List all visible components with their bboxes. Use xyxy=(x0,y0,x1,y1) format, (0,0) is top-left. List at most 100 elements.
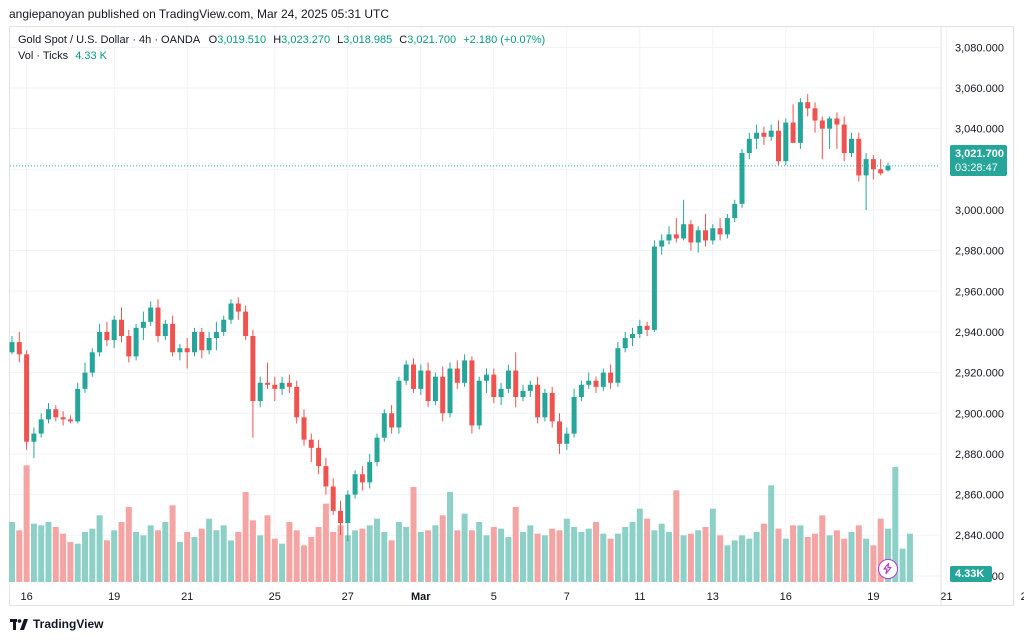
candle-body xyxy=(9,342,15,353)
volume-bar xyxy=(541,535,548,582)
y-tick-label: 2,860.000 xyxy=(955,490,1004,502)
volume-bar xyxy=(505,537,512,582)
volume-bar xyxy=(315,527,322,582)
volume-bar xyxy=(520,532,526,582)
candle-body xyxy=(797,102,803,143)
volume-bar xyxy=(855,525,862,582)
volume-bar xyxy=(790,525,797,582)
volume-bar xyxy=(118,522,125,582)
x-tick-label: 19 xyxy=(867,591,879,603)
candle-body xyxy=(600,372,606,387)
candle-body xyxy=(16,342,22,355)
volume-bar xyxy=(337,525,344,582)
candle-body xyxy=(586,380,592,385)
volume-bar xyxy=(286,522,293,582)
volume-bar xyxy=(257,535,264,582)
volume-bar xyxy=(271,538,278,582)
candle-body xyxy=(279,382,285,389)
candle-body xyxy=(206,338,212,351)
chart-frame[interactable] xyxy=(9,26,1014,606)
volume-bar xyxy=(213,530,220,582)
volume-bar xyxy=(870,545,877,582)
volume-bar xyxy=(235,532,242,582)
candle-body xyxy=(469,360,475,426)
volume-bar xyxy=(600,533,607,582)
candle-body xyxy=(250,336,256,402)
candle-body xyxy=(863,159,869,176)
volume-bar xyxy=(607,538,614,582)
candle-body xyxy=(476,380,482,426)
candle-body xyxy=(703,230,708,241)
candle-body xyxy=(316,447,322,467)
brand-name: TradingView xyxy=(33,617,104,631)
candle-body xyxy=(498,388,504,397)
candle-body xyxy=(688,224,694,243)
volume-bar xyxy=(461,513,468,582)
candle-body xyxy=(75,388,81,422)
bar-countdown: 03:28:47 xyxy=(955,162,998,174)
volume-bar xyxy=(717,535,724,582)
flash-icon[interactable] xyxy=(878,559,898,579)
y-tick-label: 2,980.000 xyxy=(955,246,1004,258)
volume-bar xyxy=(782,538,789,582)
volume-bar xyxy=(125,507,132,582)
candle-body xyxy=(659,240,665,247)
candle-body xyxy=(790,122,796,143)
volume-bar xyxy=(863,538,870,582)
volume-bar xyxy=(38,525,45,582)
candle-body xyxy=(827,118,833,129)
volume-bar xyxy=(23,465,30,582)
tradingview-logo[interactable]: TradingView xyxy=(10,617,103,631)
volume-bar xyxy=(797,525,804,582)
volume-bar xyxy=(249,520,256,582)
candle-body xyxy=(739,153,745,204)
candle-body xyxy=(192,331,197,353)
volume-bar xyxy=(680,535,687,582)
volume-bar xyxy=(563,518,570,582)
volume-bar xyxy=(483,535,490,582)
volume-bar xyxy=(366,525,373,582)
candle-body xyxy=(119,319,124,337)
candle-body xyxy=(389,413,395,428)
volume-bar xyxy=(60,533,67,582)
volume-bar xyxy=(264,515,271,582)
candle-body xyxy=(783,122,789,162)
volume-bar xyxy=(352,530,359,582)
volume-bar xyxy=(359,528,366,582)
volume-bar xyxy=(155,530,161,582)
low-value: 3,018.985 xyxy=(343,34,393,46)
candle-body xyxy=(491,374,497,397)
candle-body xyxy=(308,439,314,448)
volume-bar xyxy=(512,507,519,582)
volume-bar xyxy=(468,530,475,582)
candle-body xyxy=(60,417,66,420)
volume-bar xyxy=(147,525,154,582)
volume-bar xyxy=(403,527,410,582)
volume-bar xyxy=(731,540,738,582)
volume-bar xyxy=(622,527,629,582)
candle-body xyxy=(213,331,219,339)
volume-bar xyxy=(293,530,300,582)
candle-body xyxy=(885,165,891,171)
volume-bar xyxy=(885,528,891,582)
close-label: C xyxy=(399,34,408,46)
y-tick-label: 2,960.000 xyxy=(955,286,1004,298)
volume-bar xyxy=(162,522,169,582)
volume-bar xyxy=(476,522,483,582)
candle-body xyxy=(549,392,555,422)
candle-body xyxy=(571,397,577,434)
volume-bar xyxy=(812,533,818,582)
candle-body xyxy=(221,319,227,332)
candle-body xyxy=(542,392,548,418)
volume-bar xyxy=(242,492,249,582)
volume-bar xyxy=(133,532,140,582)
ohlc-legend: Gold Spot / U.S. Dollar · 4h · OANDA O3,… xyxy=(18,34,545,46)
candle-body xyxy=(38,419,44,434)
x-tick-label: 7 xyxy=(564,591,570,603)
candle-body xyxy=(396,380,402,428)
candle-body xyxy=(89,352,95,373)
candle-body xyxy=(557,421,562,444)
volume-bar xyxy=(454,530,461,582)
volume-bar xyxy=(220,525,227,582)
